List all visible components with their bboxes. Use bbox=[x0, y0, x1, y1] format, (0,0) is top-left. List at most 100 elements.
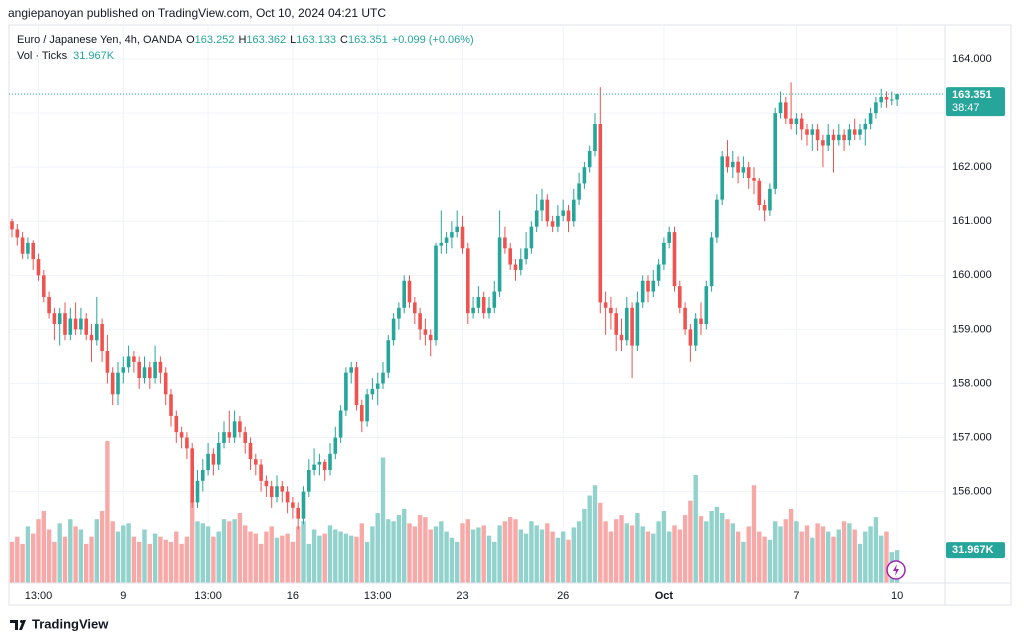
candle-body bbox=[354, 367, 359, 406]
volume-bar bbox=[322, 533, 327, 583]
volume-bar bbox=[603, 521, 608, 583]
volume-bar bbox=[41, 510, 46, 583]
candle-body bbox=[667, 232, 671, 243]
volume-bar bbox=[253, 533, 258, 583]
candle-body bbox=[47, 296, 51, 314]
volume-bar bbox=[205, 526, 211, 583]
volume-bar bbox=[163, 539, 168, 583]
volume-bar bbox=[296, 526, 301, 583]
volume-bar bbox=[879, 535, 884, 583]
candle-body bbox=[248, 442, 253, 460]
volume-bar bbox=[751, 485, 757, 583]
volume-bar bbox=[184, 536, 190, 583]
volume-bar bbox=[720, 513, 725, 583]
candle-body bbox=[52, 313, 57, 325]
candle-layer bbox=[10, 82, 899, 530]
candle-body bbox=[185, 437, 189, 449]
candle-body bbox=[519, 259, 523, 270]
candle-body bbox=[662, 242, 666, 265]
volume-bar bbox=[608, 531, 614, 583]
candle-body bbox=[678, 286, 682, 308]
volume-bar bbox=[105, 441, 110, 583]
volume-bar bbox=[502, 521, 508, 583]
volume-bar bbox=[78, 529, 84, 583]
volume-bar bbox=[497, 525, 502, 583]
candle-body bbox=[338, 410, 343, 438]
x-tick-label: 13:00 bbox=[194, 590, 222, 602]
volume-bar bbox=[529, 521, 534, 583]
volume-bar bbox=[89, 536, 94, 583]
volume-bar bbox=[73, 526, 78, 583]
candle-body bbox=[42, 275, 46, 297]
volume-bar bbox=[831, 536, 836, 583]
y-tick-label: 156.000 bbox=[952, 486, 992, 498]
candle-body bbox=[746, 167, 751, 179]
volume-bar bbox=[423, 517, 428, 583]
candle-body bbox=[434, 245, 438, 341]
candle-body bbox=[720, 156, 724, 200]
candle-body bbox=[874, 102, 878, 114]
volume-bar bbox=[301, 521, 306, 583]
volume-bar bbox=[794, 521, 799, 583]
volume-bar bbox=[137, 541, 142, 583]
candle-body bbox=[296, 507, 300, 519]
volume-bar bbox=[582, 508, 587, 583]
volume-bar bbox=[481, 525, 486, 583]
volume-bar bbox=[518, 529, 523, 583]
volume-tag-value: 31.967K bbox=[952, 544, 994, 556]
candle-body bbox=[269, 486, 274, 498]
ohlc-key: O bbox=[186, 34, 195, 46]
volume-bar bbox=[349, 535, 354, 583]
volume-bar bbox=[36, 519, 41, 583]
candle-body bbox=[360, 405, 364, 422]
candle-body bbox=[20, 237, 25, 254]
grid bbox=[9, 25, 945, 583]
candle-body bbox=[879, 96, 883, 103]
volume-bar bbox=[534, 525, 539, 583]
x-tick-label: 10 bbox=[891, 590, 903, 602]
candle-body bbox=[264, 480, 269, 487]
x-tick-label: Oct bbox=[655, 590, 674, 602]
candle-body bbox=[582, 167, 587, 184]
candle-body bbox=[646, 280, 650, 292]
candle-body bbox=[132, 356, 136, 362]
candle-body bbox=[752, 178, 756, 181]
candle-body bbox=[890, 99, 894, 101]
volume-bar bbox=[863, 531, 868, 583]
volume-bar bbox=[110, 521, 115, 583]
ohlc-value: 163.252 bbox=[195, 34, 235, 46]
candle-body bbox=[693, 318, 698, 346]
volume-bar bbox=[539, 529, 545, 583]
candle-body bbox=[344, 372, 348, 411]
candle-body bbox=[402, 280, 406, 308]
candle-body bbox=[163, 372, 168, 395]
candle-body bbox=[63, 313, 67, 335]
candle-body bbox=[503, 237, 507, 249]
candle-body bbox=[169, 394, 173, 416]
volume-bar bbox=[735, 531, 741, 583]
attribution: angiepanoyan published on TradingView.co… bbox=[8, 6, 386, 20]
change: +0.099 (+0.06%) bbox=[392, 34, 474, 46]
candle-body bbox=[153, 361, 157, 379]
candle-body bbox=[307, 469, 311, 492]
volume-bar bbox=[9, 541, 15, 583]
candle-body bbox=[561, 210, 565, 216]
candle-body bbox=[254, 459, 258, 465]
volume-bar bbox=[667, 531, 672, 583]
volume-bar bbox=[46, 529, 52, 583]
volume-bar bbox=[688, 500, 693, 583]
candle-body bbox=[285, 491, 290, 503]
candle-body bbox=[365, 394, 369, 422]
volume-bar bbox=[386, 519, 391, 583]
candle-body bbox=[466, 248, 470, 314]
volume-bar bbox=[513, 519, 518, 583]
candle-body bbox=[540, 199, 544, 211]
candle-body bbox=[328, 453, 332, 470]
candle-body bbox=[471, 307, 475, 314]
candle-body bbox=[386, 340, 391, 373]
volume-bar bbox=[52, 541, 57, 583]
candle-body bbox=[794, 118, 799, 124]
candle-body bbox=[534, 210, 539, 227]
candle-body bbox=[148, 367, 152, 379]
